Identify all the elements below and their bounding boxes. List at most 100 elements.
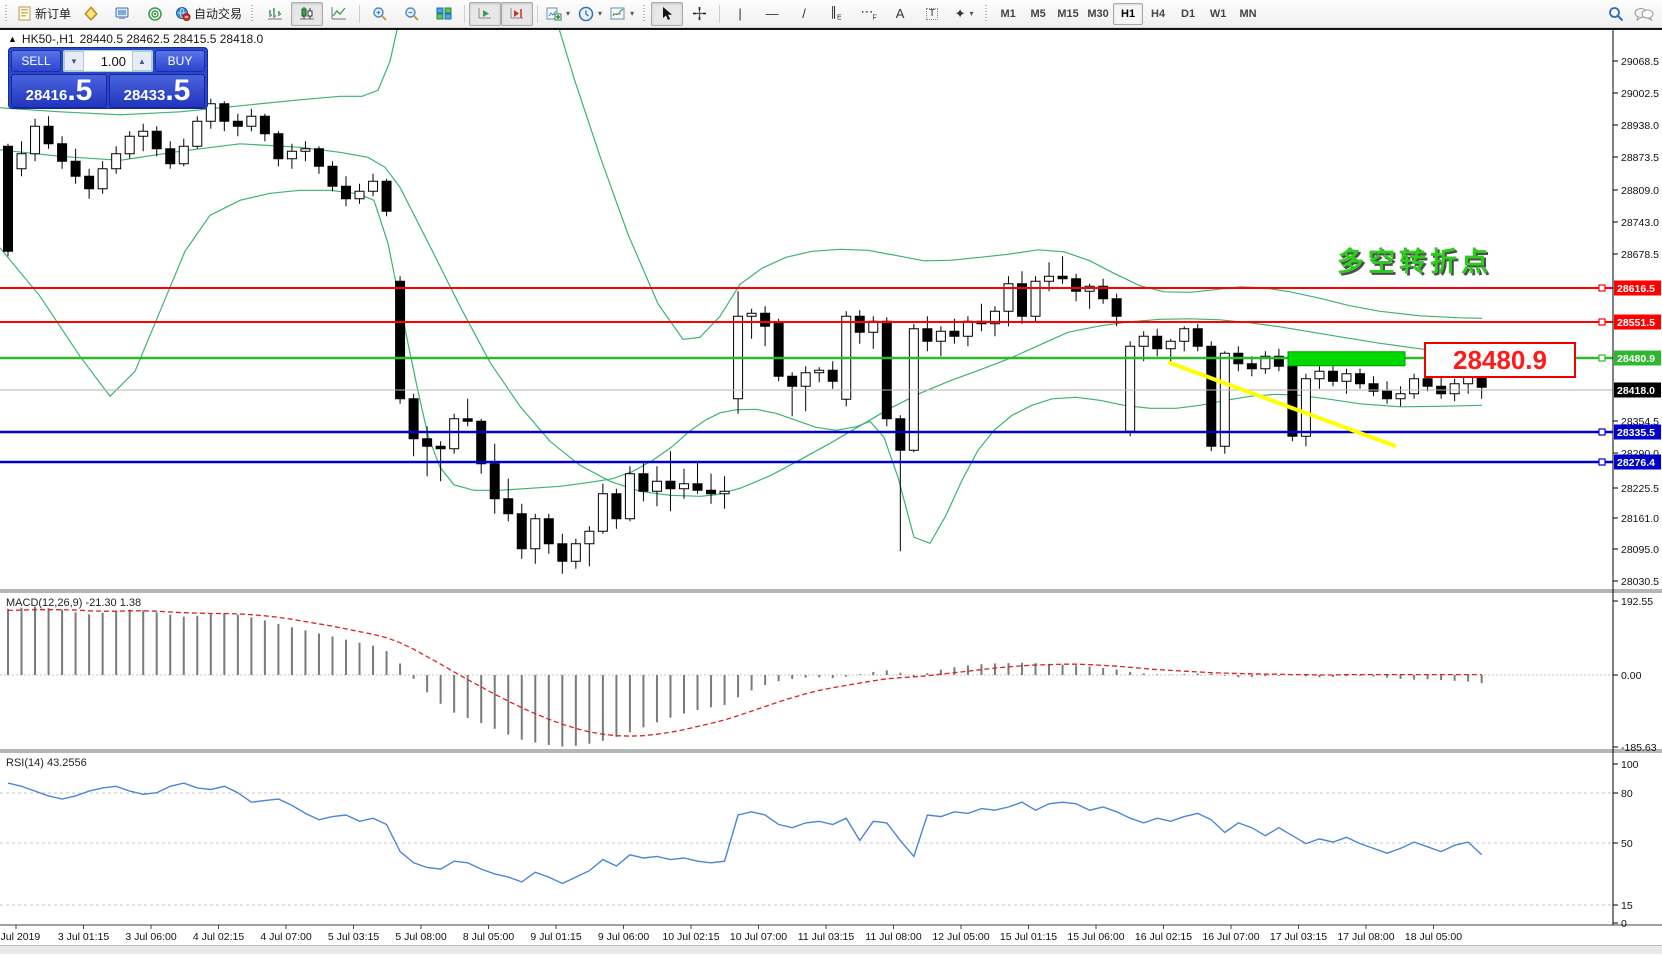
sell-price-main: 28416 (25, 87, 68, 104)
market-watch-button[interactable] (107, 2, 139, 26)
bearish-candle (232, 120, 243, 127)
chat-icon[interactable] (1634, 6, 1654, 22)
volume-down-button[interactable]: ▼ (64, 51, 84, 71)
chart-line-button[interactable] (323, 2, 355, 26)
auto-scroll-button[interactable] (469, 1, 502, 26)
bearish-candle (1382, 390, 1393, 400)
chart-shift-button[interactable] (501, 1, 534, 26)
price-level-label-box (1614, 454, 1661, 470)
timeframe-w1[interactable]: W1 (1209, 7, 1227, 20)
chart-bars-button[interactable] (259, 2, 291, 26)
time-axis-label: 10 Jul 07:00 (730, 931, 787, 943)
crosshair-button[interactable] (683, 2, 715, 26)
timeframe-m1[interactable]: M1 (1000, 7, 1016, 20)
chart-shift-icon (510, 8, 524, 19)
dropdown-caret-icon: ▾ (630, 9, 635, 18)
toolbar-grip (3, 4, 10, 23)
bearish-candle (57, 143, 68, 162)
volume-value[interactable]: 1.00 (84, 51, 132, 71)
timeframe-m5[interactable]: M5 (1030, 7, 1046, 20)
timeframe-m15[interactable]: M15 (1057, 7, 1079, 20)
buy-price-button[interactable]: 28433 .5 (109, 74, 205, 108)
periods-dropdown[interactable]: ▾ (574, 2, 606, 26)
chart-title: ▲ HK50-,H1 28440.5 28462.5 28415.5 28418… (8, 32, 263, 46)
sell-button[interactable]: SELL (11, 50, 61, 72)
zoom-in-button[interactable] (364, 2, 396, 26)
timeframe-d1[interactable]: D1 (1181, 7, 1196, 20)
rsi-indicator-label: RSI(14) 43.2556 (6, 757, 87, 769)
zoom-out-button[interactable] (396, 2, 428, 26)
pivot-annotation-text[interactable]: 多空转折点 (1337, 247, 1492, 277)
bearish-candle (1206, 345, 1217, 447)
price-axis-tick: 28095.0 (1621, 544, 1659, 556)
price-level-label-box (1614, 424, 1661, 440)
profile-button[interactable] (75, 2, 107, 26)
autotrading-icon (176, 7, 191, 21)
arrows-dropdown[interactable]: ✦ ▾ (954, 6, 974, 21)
bullish-candle (746, 312, 757, 317)
bearish-candle (84, 175, 95, 190)
line-end-marker (1598, 284, 1606, 292)
bullish-candle (111, 153, 122, 170)
bearish-candle (543, 518, 554, 545)
collapse-triangle-icon[interactable]: ▲ (8, 34, 17, 44)
bearish-candle (706, 489, 717, 495)
macd-signal-line (7, 609, 1482, 737)
bullish-candle (584, 530, 595, 545)
bearish-candle (665, 480, 676, 490)
vertical-line-button[interactable]: | (738, 6, 742, 21)
bearish-candle (827, 369, 838, 382)
tile-windows-button[interactable] (428, 2, 460, 26)
buy-button[interactable]: BUY (155, 50, 205, 72)
search-icon[interactable] (1608, 6, 1624, 22)
new-order-button[interactable]: 新订单 (13, 2, 75, 26)
text-button[interactable]: A (895, 6, 905, 21)
bollinger-lower-band (0, 189, 1483, 545)
price-callout-box[interactable]: 28480.9 (1424, 342, 1576, 378)
bearish-candle (1327, 370, 1338, 382)
bearish-candle (3, 145, 13, 252)
bearish-candle (1368, 383, 1379, 392)
bearish-candle (516, 513, 527, 550)
new-chart-dropdown[interactable]: ▾ (542, 2, 574, 26)
time-axis-label: 15 Jul 06:00 (1067, 931, 1124, 943)
volume-up-button[interactable]: ▲ (132, 51, 152, 71)
toolbar-grip (983, 4, 991, 23)
fibonacci-button[interactable]: ⋯F (860, 4, 876, 22)
line-end-marker (1598, 458, 1606, 466)
text-label-button[interactable]: T (916, 2, 948, 26)
broadcast-button[interactable] (139, 2, 171, 26)
bar-chart-icon (268, 8, 283, 20)
buy-price-main: 28433 (123, 87, 166, 104)
bearish-candle (70, 160, 81, 177)
cursor-button[interactable] (651, 1, 684, 26)
timeframe-h4[interactable]: H4 (1151, 7, 1166, 20)
bearish-candle (881, 320, 892, 420)
indicators-dropdown[interactable]: ▾ (606, 2, 638, 26)
timeframe-m30[interactable]: M30 (1087, 7, 1109, 20)
time-axis-label: 3 Jul 01:15 (58, 931, 110, 943)
zoom-in-icon (373, 6, 387, 21)
timeframe-h1[interactable]: H1 (1113, 2, 1144, 25)
time-axis-label: 11 Jul 03:15 (798, 931, 855, 943)
bearish-candle (1192, 328, 1203, 347)
timeframe-mn[interactable]: MN (1239, 7, 1257, 20)
sell-price-button[interactable]: 28416 .5 (11, 74, 107, 108)
new-order-label: 新订单 (35, 7, 72, 21)
equidistant-channel-button[interactable]: ∥E (830, 4, 842, 22)
trendline-button[interactable]: / (802, 6, 806, 21)
autotrading-button[interactable]: 自动交易 (171, 2, 246, 26)
time-axis-label: 9 Jul 06:00 (598, 931, 650, 943)
bearish-candle (313, 148, 324, 167)
bullish-candle (1395, 393, 1406, 400)
bullish-candle (935, 330, 946, 342)
chart-candles-button[interactable] (291, 1, 324, 26)
price-level-label-box (1614, 280, 1661, 296)
yellow-trendline[interactable] (1167, 360, 1397, 449)
bearish-candle (760, 312, 771, 327)
horizontal-line-button[interactable]: — (765, 6, 779, 21)
volume-stepper: ▼ 1.00 ▲ (63, 50, 153, 72)
highlight-rectangle[interactable] (1287, 351, 1406, 367)
